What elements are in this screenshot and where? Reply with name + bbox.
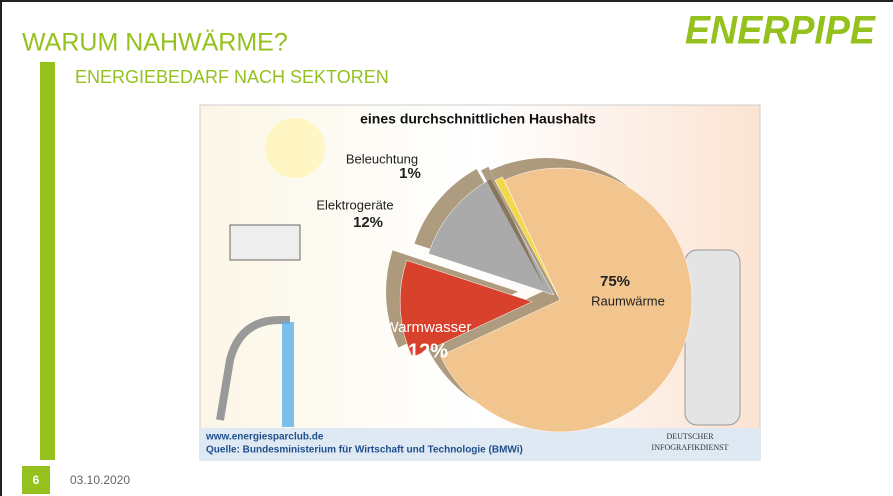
faucet <box>216 316 290 421</box>
slice-label: Raumwärme <box>591 293 665 308</box>
slice <box>399 260 533 358</box>
slice-label: Elektrogeräte <box>316 197 393 212</box>
slice-value-label: 75% <box>600 273 630 290</box>
logo: ENERPIPE <box>685 9 876 53</box>
date: 03.10.2020 <box>70 473 130 487</box>
slice-value-label: 12% <box>353 214 383 231</box>
page-number-box <box>22 466 50 494</box>
source: Quelle: Bundesministerium für Wirtschaft… <box>206 445 523 456</box>
chart-title: eines durchschnittlichen Haushalts <box>360 111 596 127</box>
slice <box>428 178 555 296</box>
slice-value-label: 1% <box>399 165 421 182</box>
credit: INFOGRAFIKDIENST <box>652 443 729 452</box>
slide-subtitle: ENERGIEBEDARF NACH SEKTOREN <box>75 67 389 87</box>
lamp-glow <box>265 118 325 178</box>
slice-value-label: 12% <box>408 340 448 362</box>
credit: DEUTSCHER <box>666 432 714 441</box>
slice <box>494 176 559 297</box>
slice-shadow <box>481 166 545 287</box>
radiator <box>684 249 741 426</box>
slice <box>440 167 693 433</box>
green-bar <box>40 62 55 460</box>
slice-label: Warmwasser <box>385 319 472 336</box>
source-url: www.energiesparclub.de <box>205 432 324 443</box>
source-bar <box>200 428 760 460</box>
water <box>282 322 294 427</box>
page-number: 6 <box>33 473 40 487</box>
slide-title: WARUM NAHWÄRME? <box>22 29 288 57</box>
socket <box>229 224 301 261</box>
slice-label: Beleuchtung <box>346 151 418 166</box>
